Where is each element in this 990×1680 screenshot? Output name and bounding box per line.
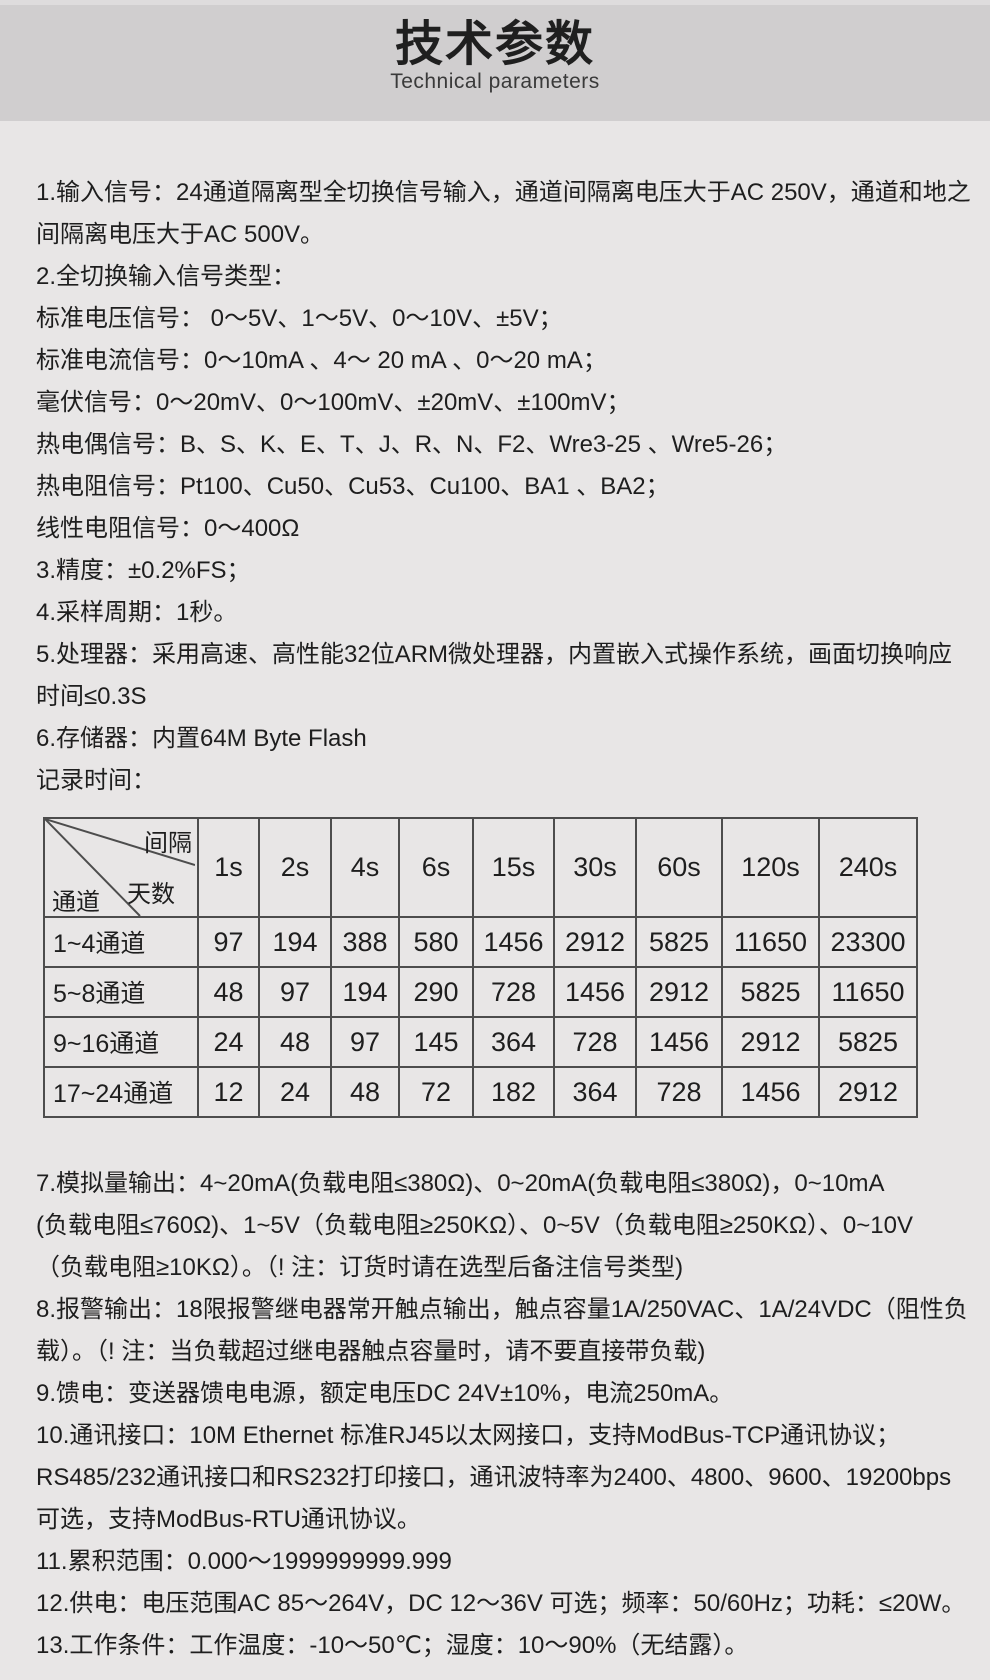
channel-row-label: 17~24通道 [43, 1066, 199, 1118]
interval-header-cell: 60s [635, 817, 723, 918]
record-days-cell: 24 [197, 1016, 260, 1068]
record-days-cell: 12 [197, 1066, 260, 1118]
page-subtitle: Technical parameters [390, 70, 600, 93]
record-days-cell: 728 [635, 1066, 723, 1118]
spec-line: 3.精度：±0.2%FS； [36, 557, 251, 584]
spec-line: 载）。（! 注：当负载超过继电器触点容量时，请不要直接带负载) [36, 1338, 706, 1365]
spec-line: 6.存储器：内置64M Byte Flash [36, 725, 367, 752]
spec-line: 1.输入信号：24通道隔离型全切换信号输入，通道间隔离电压大于AC 250V，通… [36, 179, 971, 206]
spec-line: 7.模拟量输出：4~20mA(负载电阻≤380Ω)、0~20mA(负载电阻≤38… [36, 1170, 885, 1197]
record-days-cell: 1456 [553, 966, 637, 1018]
spec-line: 热电偶信号：B、S、K、E、T、J、R、N、F2、Wre3-25 、Wre5-2… [36, 431, 788, 458]
record-days-cell: 11650 [818, 966, 918, 1018]
record-days-cell: 364 [553, 1066, 637, 1118]
spec-line: 记录时间： [36, 767, 156, 794]
record-days-cell: 2912 [553, 916, 637, 968]
table-header-row: 间隔 天数 通道 1s 2s 4s 6s 15s 30s 60s 120s 240s [43, 817, 918, 918]
record-days-cell: 2912 [635, 966, 723, 1018]
interval-header-cell: 120s [721, 817, 820, 918]
record-days-cell: 194 [258, 916, 332, 968]
specs-bottom-section: 7.模拟量输出：4~20mA(负载电阻≤380Ω)、0~20mA(负载电阻≤38… [0, 1163, 990, 1667]
title-band: 技术参数 Technical parameters [0, 5, 990, 121]
record-days-cell: 72 [398, 1066, 474, 1118]
spec-line: 线性电阻信号：0～400Ω [36, 515, 300, 542]
spec-line: RS485/232通讯接口和RS232打印接口，通讯波特率为2400、4800、… [36, 1464, 952, 1491]
record-days-cell: 728 [553, 1016, 637, 1068]
interval-header-cell: 2s [258, 817, 332, 918]
record-days-cell: 97 [330, 1016, 400, 1068]
record-days-cell: 48 [330, 1066, 400, 1118]
record-days-cell: 97 [197, 916, 260, 968]
top-strip [0, 0, 990, 5]
spec-line: 4.采样周期：1秒。 [36, 599, 238, 626]
interval-header-cell: 4s [330, 817, 400, 918]
spec-line: 热电阻信号：Pt100、Cu50、Cu53、Cu100、BA1 、BA2； [36, 473, 670, 500]
record-days-cell: 728 [472, 966, 555, 1018]
record-days-cell: 97 [258, 966, 332, 1018]
record-days-cell: 11650 [721, 916, 820, 968]
interval-header-cell: 15s [472, 817, 555, 918]
record-time-table: 间隔 天数 通道 1s 2s 4s 6s 15s 30s 60s 120s 240s 1~4通道… [43, 817, 918, 1118]
table-row: 9~16通道 24 48 97 145 364 728 1456 2912 5825 [43, 1016, 918, 1068]
spec-line: 时间≤0.3S [36, 683, 147, 710]
spec-line: 10.通讯接口：10M Ethernet 标准RJ45以太网接口，支持ModBu… [36, 1422, 901, 1449]
record-days-cell: 182 [472, 1066, 555, 1118]
spec-line: 可选，支持ModBus-RTU通讯协议。 [36, 1506, 421, 1533]
corner-label-days: 天数 [127, 881, 175, 908]
corner-label-interval: 间隔 [144, 830, 192, 857]
spec-line: 间隔离电压大于AC 500V。 [36, 221, 325, 248]
corner-diagonal-lines [45, 819, 195, 916]
spec-line: 9.馈电：变送器馈电电源，额定电压DC 24V±10%，电流250mA。 [36, 1380, 734, 1407]
page-title: 技术参数 [394, 18, 595, 71]
interval-header-cell: 30s [553, 817, 637, 918]
spec-line: 12.供电：电压范围AC 85～264V，DC 12～36V 可选；频率：50/… [36, 1590, 966, 1617]
record-days-cell: 194 [330, 966, 400, 1018]
spec-line: 毫伏信号：0～20mV、0～100mV、±20mV、±100mV； [36, 389, 631, 416]
spec-line: (负载电阻≤760Ω)、1~5V（负载电阻≥250KΩ）、0~5V（负载电阻≥2… [36, 1212, 913, 1239]
spec-line: 13.工作条件：工作温度：-10～50℃；湿度：10～90%（无结露）。 [36, 1632, 749, 1659]
record-days-cell: 5825 [721, 966, 820, 1018]
spec-line: 5.处理器：采用高速、高性能32位ARM微处理器，内置嵌入式操作系统，画面切换响… [36, 641, 953, 668]
spec-line: 2.全切换输入信号类型： [36, 263, 297, 290]
record-days-cell: 5825 [818, 1016, 918, 1068]
channel-row-label: 1~4通道 [43, 916, 199, 968]
table-corner-cell: 间隔 天数 通道 [43, 817, 199, 918]
spec-line: 8.报警输出：18限报警继电器常开触点输出，触点容量1A/250VAC、1A/2… [36, 1296, 968, 1323]
spec-line: （负载电阻≥10KΩ）。（! 注：订货时请在选型后备注信号类型) [36, 1254, 684, 1281]
interval-header-cell: 240s [818, 817, 918, 918]
record-days-cell: 290 [398, 966, 474, 1018]
record-days-cell: 580 [398, 916, 474, 968]
record-days-cell: 388 [330, 916, 400, 968]
interval-header-cell: 1s [197, 817, 260, 918]
channel-row-label: 5~8通道 [43, 966, 199, 1018]
table-row: 17~24通道 12 24 48 72 182 364 728 1456 2912 [43, 1066, 918, 1118]
record-days-cell: 1456 [635, 1016, 723, 1068]
table-row: 5~8通道 48 97 194 290 728 1456 2912 5825 11650 [43, 966, 918, 1018]
record-days-cell: 2912 [721, 1016, 820, 1068]
record-days-cell: 5825 [635, 916, 723, 968]
record-days-cell: 145 [398, 1016, 474, 1068]
record-days-cell: 24 [258, 1066, 332, 1118]
record-days-cell: 23300 [818, 916, 918, 968]
corner-label-channel: 通道 [52, 889, 100, 916]
record-days-cell: 1456 [472, 916, 555, 968]
record-days-cell: 364 [472, 1016, 555, 1068]
spec-line: 11.累积范围：0.000～1999999999.999 [36, 1548, 452, 1575]
spec-line: 标准电压信号： 0～5V、1～5V、0～10V、±5V； [36, 305, 563, 332]
record-days-cell: 48 [197, 966, 260, 1018]
record-days-cell: 1456 [721, 1066, 820, 1118]
interval-header-cell: 6s [398, 817, 474, 918]
spec-line: 标准电流信号：0～10mA 、4～ 20 mA 、0～20 mA； [36, 347, 607, 374]
record-days-cell: 48 [258, 1016, 332, 1068]
specs-top-section: 1.输入信号：24通道隔离型全切换信号输入，通道间隔离电压大于AC 250V，通… [0, 172, 990, 802]
channel-row-label: 9~16通道 [43, 1016, 199, 1068]
record-days-cell: 2912 [818, 1066, 918, 1118]
table-row: 1~4通道 97 194 388 580 1456 2912 5825 11650 23300 [43, 916, 918, 968]
